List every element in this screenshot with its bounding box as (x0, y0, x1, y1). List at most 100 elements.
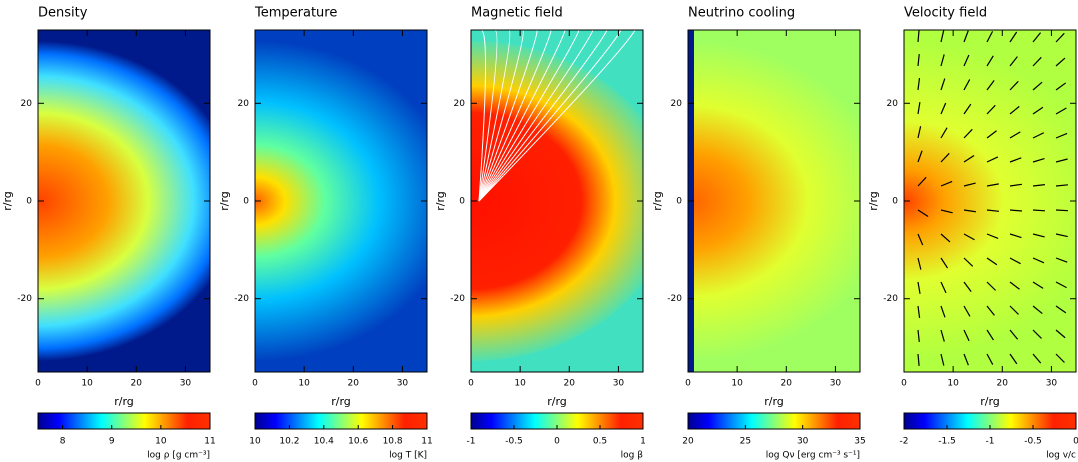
colorbar-label: log v/c (1046, 451, 1076, 461)
velocity-arrow (1032, 281, 1044, 289)
velocity-arrow (1055, 257, 1068, 263)
velocity-arrow (986, 130, 997, 139)
velocity-arrow (917, 209, 929, 217)
velocity-arrow (1009, 56, 1018, 67)
colorbar-tick-label: 10 (155, 437, 167, 447)
velocity-arrow (963, 281, 972, 292)
x-tick-label: 10 (947, 379, 959, 389)
velocity-arrow (940, 127, 948, 139)
velocity-arrow (917, 353, 920, 367)
field-line (478, 30, 538, 202)
velocity-arrow (1009, 329, 1019, 340)
velocity-arrow (917, 54, 920, 67)
field-line (478, 30, 594, 202)
colorbar-tick-label: 35 (854, 437, 865, 447)
y-axis-label: r/rg (218, 191, 231, 211)
field-line (478, 30, 552, 202)
velocity-arrow (1055, 158, 1068, 163)
velocity-arrow (1009, 31, 1018, 43)
velocity-arrow (986, 305, 995, 316)
colorbar-tick-label: 0 (554, 437, 560, 447)
velocity-arrow (1032, 257, 1045, 264)
colorbar-tick-label: 30 (797, 437, 809, 447)
colorbar-tick-label: 1 (640, 437, 646, 447)
y-tick-label: 20 (238, 99, 250, 109)
heatmap-image (38, 30, 210, 372)
velocity-arrow (1032, 209, 1046, 212)
x-tick-label: 10 (81, 379, 93, 389)
panel-title: Density (38, 6, 88, 21)
velocity-arrow (963, 209, 976, 213)
velocity-arrow (963, 182, 976, 187)
y-axis-label: r/rg (1, 191, 14, 211)
velocity-arrow (1055, 353, 1065, 363)
velocity-arrow (917, 176, 927, 187)
panel-title: Neutrino cooling (688, 6, 795, 21)
y-axis-label: r/rg (434, 191, 447, 211)
field-line (478, 30, 636, 202)
y-tick-label: -20 (667, 294, 682, 304)
colorbar-tick-label: -2 (900, 437, 909, 447)
velocity-arrow (963, 257, 974, 267)
colorbar-tick-label: -1 (986, 437, 995, 447)
colorbar-tick-label: 25 (740, 437, 751, 447)
panel-title: Temperature (254, 6, 337, 21)
y-tick-label: 20 (454, 99, 466, 109)
x-tick-label: 30 (830, 379, 842, 389)
velocity-arrow (917, 281, 921, 294)
velocity-arrow (986, 183, 999, 187)
panel-title: Magnetic field (471, 6, 563, 21)
x-tick-label: 20 (348, 379, 360, 389)
velocity-arrow (963, 154, 975, 163)
colorbar-label: log ρ [g cm⁻³] (147, 451, 210, 461)
velocity-arrow (1055, 184, 1069, 187)
colorbar-label: log Qν [erg cm⁻³ s⁻¹] (766, 451, 860, 461)
velocity-arrow (986, 329, 994, 341)
colorbar-tick-label: 10.8 (383, 437, 403, 447)
colorbar-tick-label: 11 (421, 437, 432, 447)
velocity-arrow (1032, 184, 1045, 187)
velocity-arrow (1009, 157, 1022, 163)
field-line (478, 30, 524, 202)
y-tick-label: 20 (21, 99, 33, 109)
x-axis-label: r/rg (980, 395, 1000, 408)
velocity-arrow (940, 209, 953, 214)
heatmap-image (255, 30, 427, 372)
velocity-arrow (917, 305, 921, 318)
velocity-arrow (1032, 305, 1043, 315)
velocity-arrow (940, 30, 945, 43)
velocity-arrow (963, 79, 971, 91)
colorbar-tick-label: 0 (1073, 437, 1078, 447)
field-line (478, 30, 498, 202)
velocity-arrow (986, 353, 994, 365)
x-tick-label: 0 (685, 379, 691, 389)
field-line (478, 30, 487, 202)
y-tick-label: -20 (883, 294, 898, 304)
velocity-arrow (917, 30, 920, 43)
velocity-arrow (1055, 233, 1068, 238)
velocity-arrow (917, 233, 924, 246)
velocity-arrow (986, 31, 994, 43)
x-tick-label: 20 (131, 379, 143, 389)
y-axis-label: r/rg (651, 191, 664, 211)
velocity-arrow (1055, 305, 1067, 314)
x-axis-label: r/rg (331, 395, 351, 408)
x-axis-label: r/rg (547, 395, 567, 408)
y-tick-label: -20 (17, 294, 32, 304)
velocity-arrow (1032, 233, 1045, 238)
panel-title: Velocity field (904, 6, 987, 21)
velocity-arrow (917, 150, 923, 163)
velocity-arrow (1055, 329, 1066, 339)
colorbar-tick-label: 10.2 (279, 437, 299, 447)
x-tick-label: 0 (35, 379, 41, 389)
velocity-arrow (940, 152, 950, 163)
velocity-arrow (1009, 131, 1021, 139)
y-tick-label: -20 (234, 294, 249, 304)
velocity-arrow (940, 329, 945, 342)
velocity-arrow (1009, 233, 1022, 239)
velocity-arrow (986, 55, 994, 67)
y-tick-label: 0 (892, 197, 898, 207)
colorbar-tick-label: 10.6 (348, 437, 368, 447)
velocity-arrow (986, 80, 995, 91)
velocity-arrow (1055, 107, 1067, 115)
